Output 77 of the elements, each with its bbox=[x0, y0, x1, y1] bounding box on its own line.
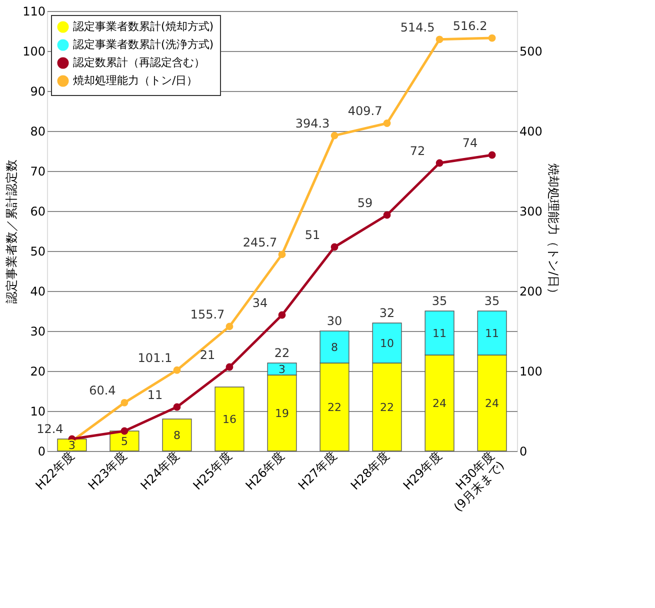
point bbox=[436, 159, 444, 167]
legend-label: 認定事業者数累計(洗浄方式) bbox=[73, 38, 214, 51]
y-tick-label: 50 bbox=[30, 244, 46, 258]
data-label: 34 bbox=[252, 296, 268, 310]
data-label: 51 bbox=[304, 228, 320, 242]
y2-tick-label: 500 bbox=[520, 44, 542, 58]
bar bbox=[214, 386, 244, 452]
point bbox=[278, 250, 286, 258]
y-tick-label: 110 bbox=[22, 4, 46, 18]
point bbox=[436, 36, 444, 44]
point bbox=[226, 322, 234, 330]
total-label: 30 bbox=[326, 314, 342, 328]
total-label: 32 bbox=[379, 306, 395, 320]
data-label: 516.2 bbox=[452, 19, 488, 34]
data-label: 24 bbox=[485, 397, 500, 410]
y2-tick-label: 200 bbox=[520, 284, 542, 298]
y-tick-label: 80 bbox=[30, 124, 46, 138]
data-label: 3 bbox=[68, 439, 76, 452]
point bbox=[330, 243, 338, 251]
point bbox=[330, 132, 338, 140]
y2-tick-label: 400 bbox=[520, 124, 542, 138]
y-tick-label: 30 bbox=[30, 324, 46, 338]
y-tick-label: 70 bbox=[30, 164, 46, 178]
y2-axis-title: 焼却処理能力（トン/日） bbox=[546, 163, 560, 300]
data-label: 3 bbox=[278, 363, 286, 376]
point bbox=[120, 398, 128, 406]
total-label: 22 bbox=[274, 346, 290, 360]
point bbox=[488, 151, 496, 159]
data-label: 394.3 bbox=[295, 116, 330, 131]
data-label: 59 bbox=[357, 196, 373, 210]
y-tick-label: 40 bbox=[30, 284, 46, 298]
y-tick-label: 0 bbox=[38, 444, 46, 458]
legend-label: 認定事業者数累計(焼却方式) bbox=[73, 20, 214, 33]
data-label: 21 bbox=[200, 348, 216, 362]
y-tick-label: 60 bbox=[30, 204, 46, 218]
y2-tick-label: 100 bbox=[520, 364, 542, 378]
y2-tick-label: 0 bbox=[520, 444, 528, 458]
legend-label: 焼却処理能力（トン/日） bbox=[73, 74, 198, 87]
bar bbox=[162, 418, 192, 452]
point bbox=[173, 366, 181, 374]
y-tick-label: 100 bbox=[22, 44, 46, 58]
data-label: 101.1 bbox=[138, 351, 172, 366]
y2-tick-label: 300 bbox=[520, 204, 542, 218]
point bbox=[383, 211, 391, 219]
data-label: 12.4 bbox=[36, 422, 64, 436]
legend-label: 認定数累計（再認定含む） bbox=[73, 56, 205, 69]
point bbox=[120, 427, 128, 435]
data-label: 8 bbox=[173, 429, 180, 442]
data-label: 19 bbox=[275, 407, 289, 420]
data-label: 11 bbox=[147, 388, 163, 402]
y-axis-title: 認定事業者数／累計認定数 bbox=[4, 160, 19, 304]
data-label: 22 bbox=[328, 401, 342, 414]
point bbox=[488, 34, 496, 42]
data-label: 245.7 bbox=[242, 235, 278, 250]
data-label: 514.5 bbox=[400, 20, 435, 34]
point bbox=[383, 120, 391, 127]
point bbox=[173, 403, 181, 411]
point bbox=[278, 311, 286, 319]
total-label: 35 bbox=[432, 294, 448, 308]
y-tick-label: 20 bbox=[30, 364, 46, 378]
data-label: 409.7 bbox=[348, 104, 382, 118]
point bbox=[226, 363, 234, 371]
data-label: 155.7 bbox=[190, 307, 225, 322]
data-label: 10 bbox=[380, 337, 394, 350]
total-label: 35 bbox=[484, 294, 500, 308]
data-label: 24 bbox=[432, 397, 447, 410]
y-tick-label: 90 bbox=[30, 84, 46, 98]
data-label: 5 bbox=[120, 435, 128, 448]
data-label: 11 bbox=[485, 327, 500, 340]
data-label: 60.4 bbox=[89, 384, 116, 398]
data-label: 22 bbox=[380, 401, 394, 414]
data-label: 8 bbox=[331, 341, 338, 354]
y-tick-label: 10 bbox=[30, 404, 46, 418]
data-label: 11 bbox=[432, 327, 447, 340]
data-label: 16 bbox=[222, 413, 236, 426]
data-label: 74 bbox=[462, 136, 478, 150]
data-label: 72 bbox=[410, 144, 426, 158]
